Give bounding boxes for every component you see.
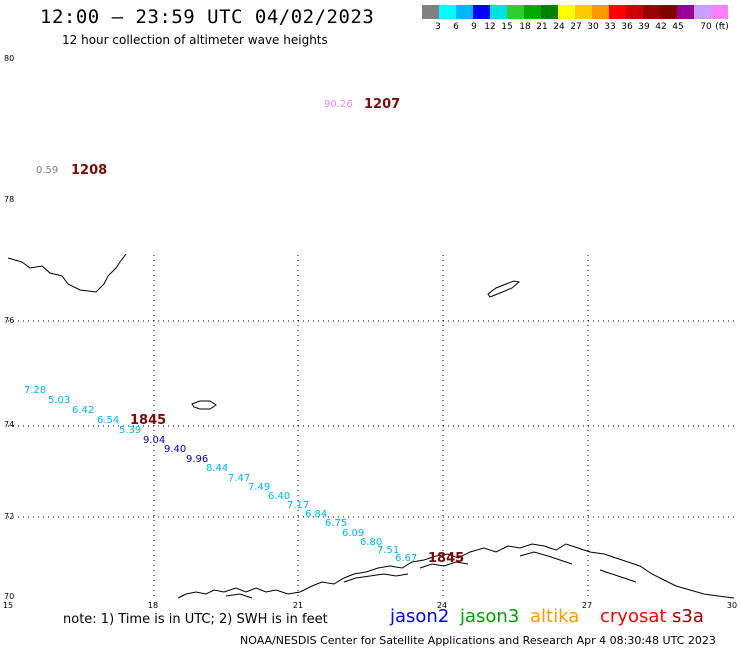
- lat-label: 80: [4, 54, 15, 63]
- lon-label: 30: [726, 601, 738, 610]
- lat-label: 76: [4, 316, 15, 325]
- lat-label: 74: [4, 420, 15, 429]
- wave-height-label: 6.42: [72, 405, 95, 416]
- scale-label: 70: [700, 22, 712, 32]
- scale-label: 24: [553, 22, 565, 32]
- wave-height-label: 6.67: [395, 553, 418, 564]
- coastline: [7, 253, 735, 599]
- lat-label: 72: [4, 512, 15, 521]
- wave-height-label: 9.96: [186, 454, 209, 465]
- color-swatch: [473, 5, 490, 19]
- wave-height-label: 6.80: [360, 537, 383, 548]
- wave-height-label: 6.09: [342, 528, 365, 539]
- color-swatch: [541, 5, 558, 19]
- color-swatch: [524, 5, 541, 19]
- wave-height-label: 7.47: [228, 473, 251, 484]
- scale-label: 12: [484, 22, 496, 32]
- wave-height-label: 0.59: [36, 165, 59, 176]
- color-swatch: [592, 5, 609, 19]
- footer-credit: NOAA/NESDIS Center for Satellite Applica…: [240, 634, 716, 647]
- legend-cryosat: cryosat: [600, 606, 667, 627]
- legend-altika: altika: [530, 606, 580, 627]
- wave-height-label: 9.40: [164, 444, 187, 455]
- lon-label: 24: [436, 601, 448, 610]
- color-swatch: [677, 5, 694, 19]
- scale-label: 27: [570, 22, 582, 32]
- scale-label: 21: [536, 22, 548, 32]
- color-swatch: [643, 5, 660, 19]
- wave-height-label: 7.28: [24, 385, 47, 396]
- scale-label: 30: [587, 22, 599, 32]
- legend-jason2: jason2: [390, 606, 450, 627]
- scale-label: 36: [621, 22, 633, 32]
- color-swatch: [558, 5, 575, 19]
- wave-height-label: 6.75: [325, 518, 348, 529]
- legend-jason3: jason3: [460, 606, 520, 627]
- legend-s3a: s3a: [672, 606, 704, 627]
- color-swatch: [609, 5, 626, 19]
- scale-label: 42: [655, 22, 667, 32]
- map-subtitle: 12 hour collection of altimeter wave hei…: [62, 33, 328, 47]
- color-swatch: [490, 5, 507, 19]
- scale-label: 3: [435, 22, 441, 32]
- lon-label: 21: [292, 601, 304, 610]
- wave-height-label: 5.39: [119, 425, 142, 436]
- wave-height-label: 6.54: [97, 415, 120, 426]
- color-swatch: [439, 5, 456, 19]
- scale-label: 39: [638, 22, 650, 32]
- lat-label: 78: [4, 195, 15, 204]
- color-swatch: [626, 5, 643, 19]
- lon-label: 18: [147, 601, 159, 610]
- wave-height-label: 7.49: [248, 482, 271, 493]
- pass-time-label: 1208: [71, 163, 108, 178]
- map-title: 12:00 – 23:59 UTC 04/02/2023: [40, 6, 375, 28]
- scale-label: 15: [501, 22, 513, 32]
- wave-height-label: 6.40: [268, 491, 291, 502]
- wave-height-label: 6.84: [305, 509, 328, 520]
- wave-height-label: 90.26: [324, 99, 353, 110]
- scale-label: 45: [672, 22, 684, 32]
- color-swatch: [422, 5, 439, 19]
- footer-note: note: 1) Time is in UTC; 2) SWH is in fe…: [63, 612, 328, 627]
- graticule: [8, 255, 734, 598]
- lon-label: 27: [581, 601, 593, 610]
- scale-label: 33: [604, 22, 616, 32]
- color-swatch: [694, 5, 711, 19]
- pass-time-label: 1845: [130, 413, 167, 428]
- wave-height-label: 8.44: [206, 463, 229, 474]
- color-swatch: [711, 5, 728, 19]
- lon-label: 15: [2, 601, 14, 610]
- color-swatch: [660, 5, 677, 19]
- wave-height-label: 7.51: [377, 545, 400, 556]
- pass-time-label: 1845: [428, 551, 465, 566]
- scale-label: 18: [519, 22, 531, 32]
- wave-height-label: 7.17: [287, 500, 310, 511]
- color-swatch: [575, 5, 592, 19]
- color-swatch: [507, 5, 524, 19]
- wave-height-label: 5.03: [48, 395, 71, 406]
- lat-label: 70: [4, 592, 15, 601]
- scale-label: 9: [471, 22, 477, 32]
- color-swatch: [456, 5, 473, 19]
- pass-time-label: 1207: [364, 97, 401, 112]
- wave-height-label: 9.04: [143, 435, 166, 446]
- scale-label-unit: (ft): [715, 22, 729, 32]
- scale-label: 6: [453, 22, 459, 32]
